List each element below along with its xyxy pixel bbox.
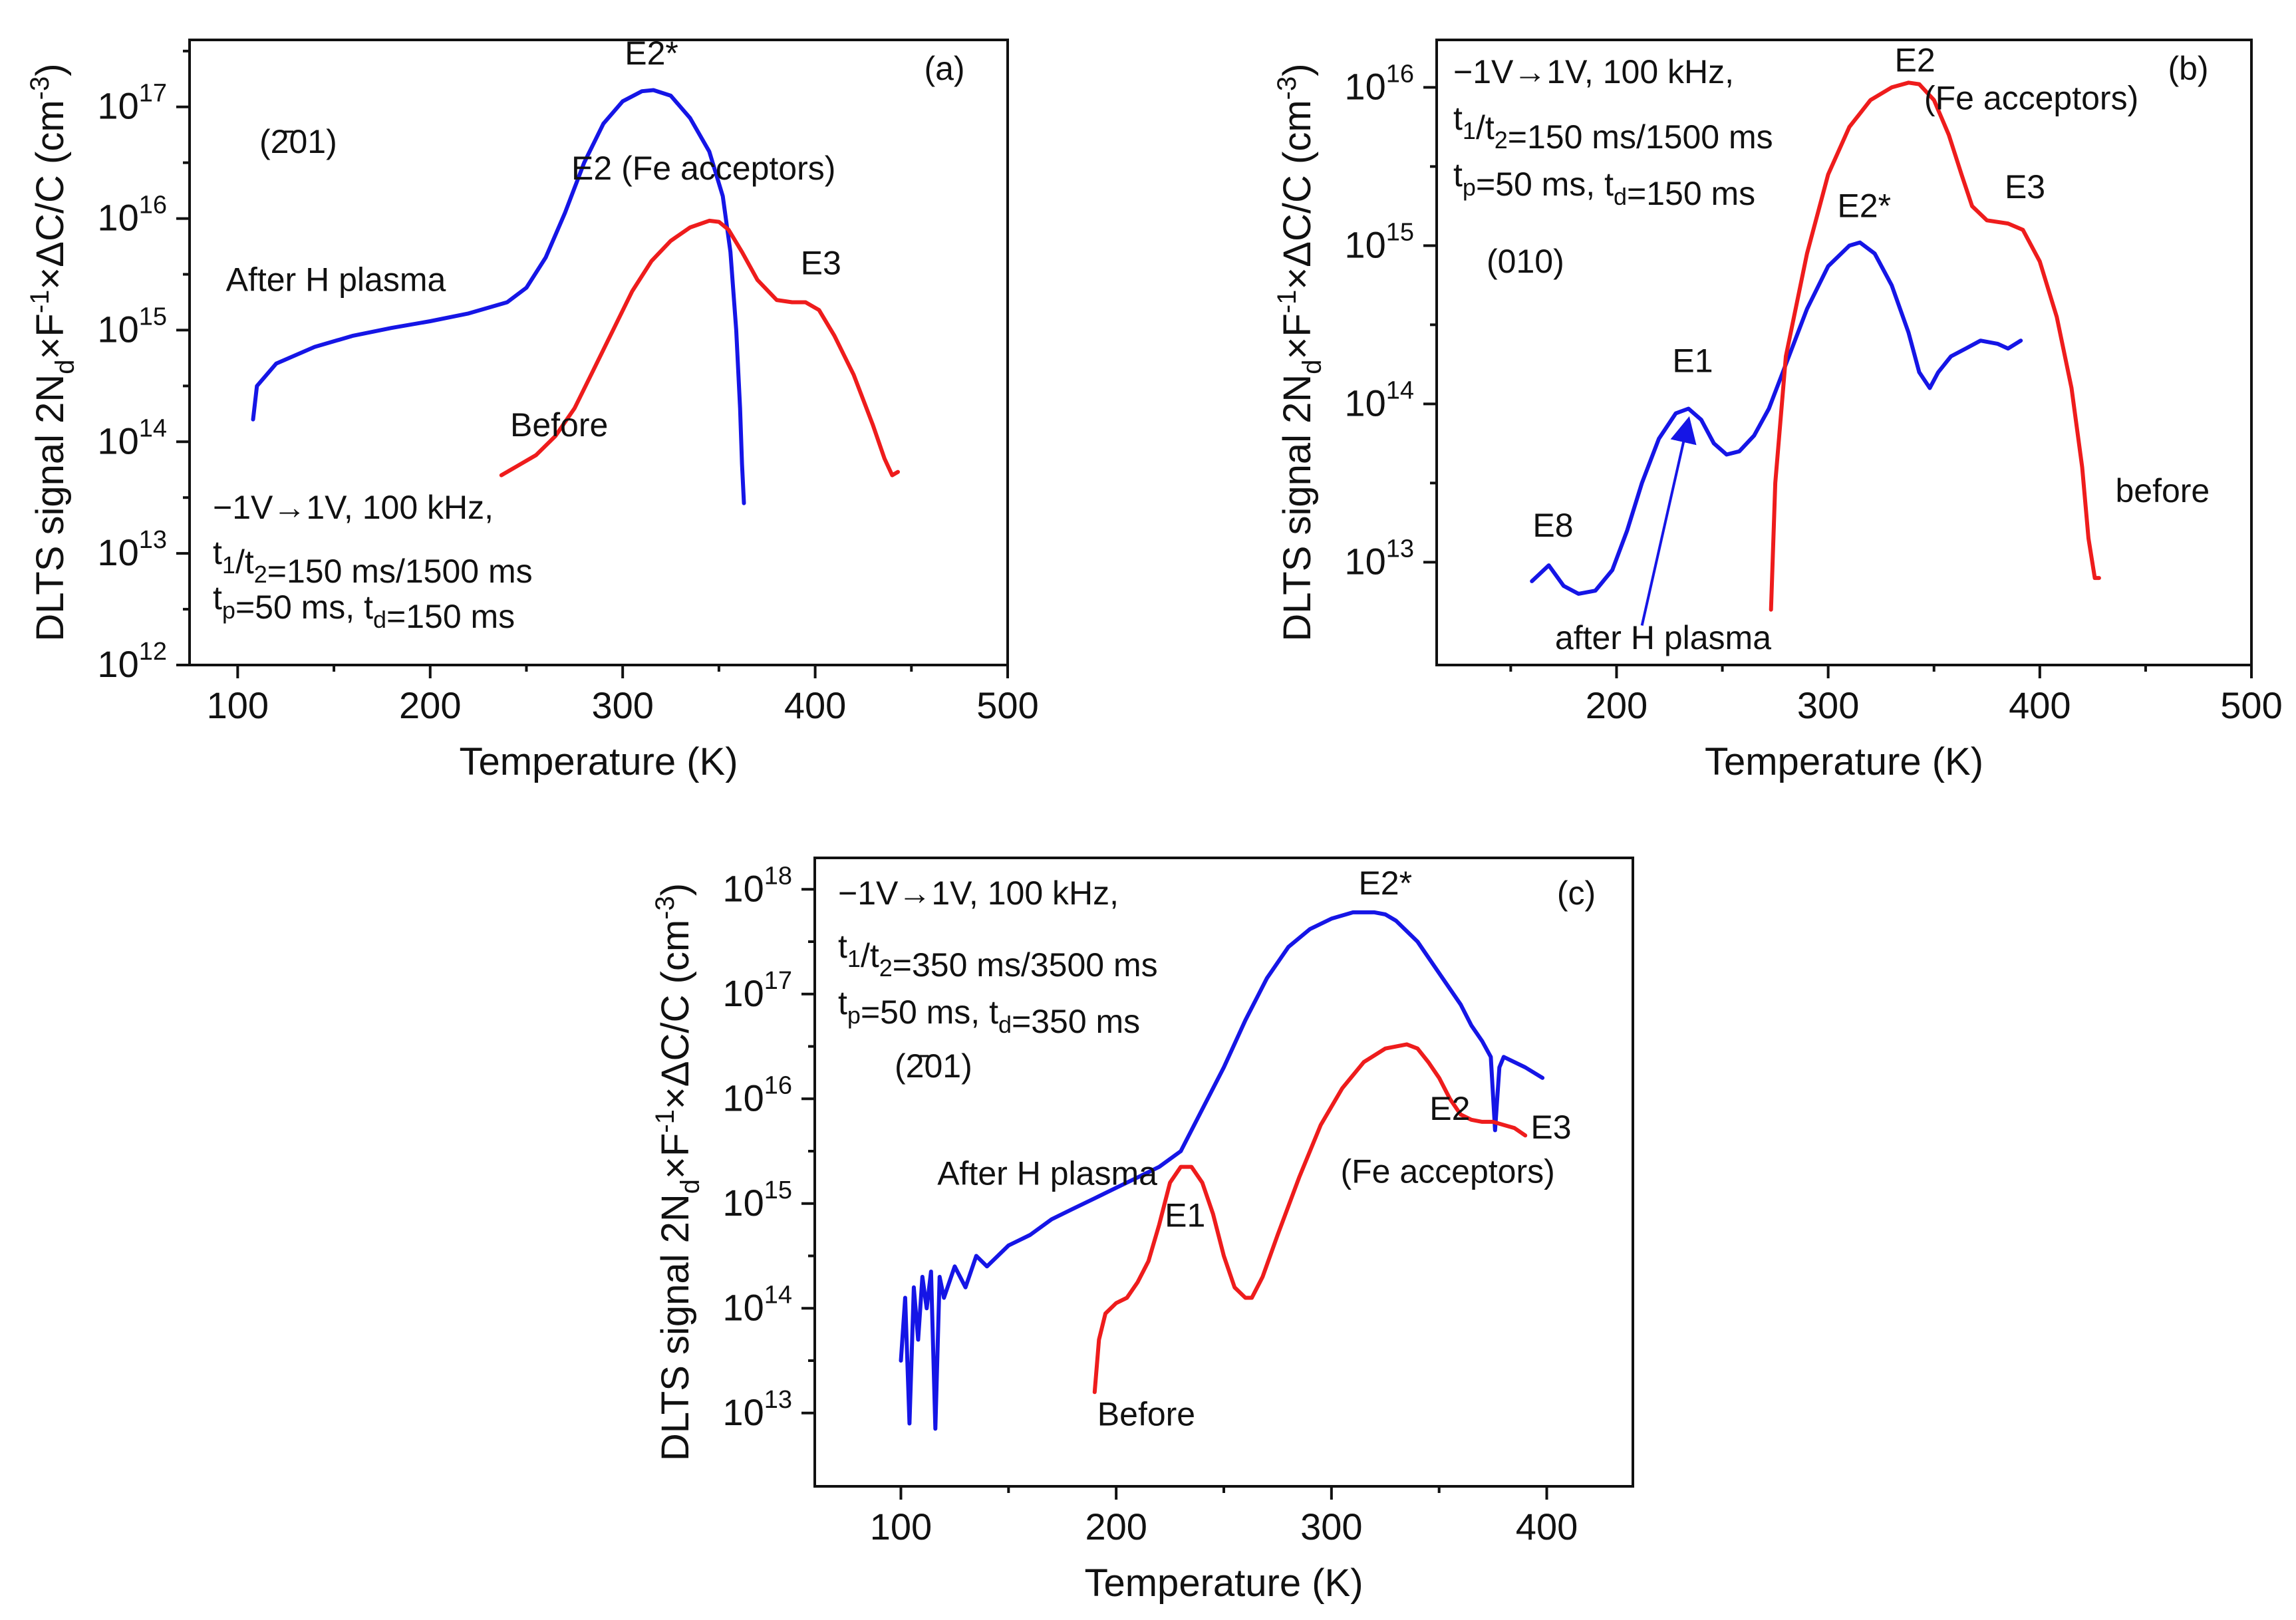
curve-annotation: After H plasma	[226, 261, 446, 299]
y-tick-label: 1016	[722, 1071, 792, 1119]
measurement-condition: tp=50 ms, td=350 ms	[838, 984, 1140, 1040]
curve-annotation: Before	[510, 406, 608, 444]
measurement-condition: t1/t2=350 ms/3500 ms	[838, 928, 1158, 984]
y-tick-label: 1013	[97, 526, 167, 573]
x-tick-label: 100	[207, 684, 269, 726]
curve-annotation: E2*	[625, 35, 678, 72]
x-tick-label: 400	[1516, 1506, 1578, 1548]
x-axis-title: Temperature (K)	[1705, 740, 1983, 783]
x-tick-label: 200	[399, 684, 461, 726]
y-tick-label: 1014	[1344, 376, 1414, 424]
measurement-condition: −1V→1V, 100 kHz,	[838, 875, 1119, 912]
x-axis-title: Temperature (K)	[1084, 1561, 1363, 1605]
curve-annotation: E2*	[1837, 188, 1891, 225]
x-tick-label: 300	[1300, 1506, 1362, 1548]
panel-label: (c)	[1557, 875, 1596, 912]
y-tick-label: 1014	[722, 1281, 792, 1328]
curve-annotation: (Fe acceptors)	[1924, 80, 2138, 117]
curve-annotation: E2	[1429, 1090, 1470, 1127]
x-tick-label: 100	[870, 1506, 932, 1548]
curve-annotation: E2	[1895, 42, 1936, 79]
orientation-label: (010)	[1487, 243, 1564, 280]
series-line-before	[1769, 80, 2101, 612]
chart-panel-c: 100 200 300 400 1013 1014 1015 1016 1017 1018 Temp…	[650, 857, 1634, 1605]
orientation-label: (2̄01)	[895, 1047, 972, 1085]
y-tick-label: 1016	[97, 192, 167, 239]
series-line-after-h-plasma	[1530, 240, 2023, 596]
curve-annotation: Before	[1097, 1396, 1195, 1433]
series-line-before	[1092, 1042, 1528, 1395]
plot-frame	[1435, 39, 2253, 666]
x-tick-label: 300	[1797, 684, 1859, 726]
orientation-label: (2̄01)	[259, 123, 337, 160]
curve-annotation: E1	[1672, 342, 1713, 380]
plot-frame	[188, 39, 1009, 666]
curve-annotation: after H plasma	[1555, 619, 1771, 656]
y-tick-label: 1012	[97, 638, 167, 685]
curve-annotation: E2 (Fe acceptors)	[571, 150, 835, 187]
y-tick-label: 1016	[1344, 60, 1414, 107]
x-tick-label: 300	[591, 684, 653, 726]
y-tick-label: 1013	[1344, 535, 1414, 582]
panel-label: (a)	[924, 50, 964, 87]
series-line-after-h-plasma	[899, 910, 1545, 1431]
curve-annotation: E2*	[1358, 865, 1412, 902]
y-tick-label: 1013	[722, 1386, 792, 1433]
chart-panel-a: 100 200 300 400 500 1012 1013 1014 1015 1016 1017 T…	[25, 35, 1039, 783]
curve-annotation: before	[2115, 472, 2210, 509]
y-axis-title: DLTS signal 2Nd×F-1×ΔC/C (cm-3)	[25, 63, 80, 641]
measurement-condition: tp=50 ms, td=150 ms	[213, 579, 515, 635]
x-axis-title: Temperature (K)	[459, 740, 738, 783]
x-tick-label: 200	[1085, 1506, 1147, 1548]
chart-panel-b: 200 300 400 500 1013 1014 1015 1016 Temperature …	[1272, 39, 2283, 783]
x-tick-label: 400	[784, 684, 846, 726]
y-tick-label: 1017	[722, 967, 792, 1014]
y-tick-label: 1015	[722, 1176, 792, 1224]
y-tick-label: 1015	[1344, 218, 1414, 265]
curve-annotation: E8	[1532, 507, 1573, 544]
series-line-before	[499, 218, 900, 477]
y-tick-label: 1018	[722, 862, 792, 909]
measurement-condition: −1V→1V, 100 kHz,	[213, 489, 494, 526]
measurement-condition: t1/t2=150 ms/1500 ms	[213, 534, 533, 590]
x-tick-label: 400	[2009, 684, 2071, 726]
measurement-condition: −1V→1V, 100 kHz,	[1453, 53, 1734, 90]
y-axis-title: DLTS signal 2Nd×F-1×ΔC/C (cm-3)	[650, 883, 705, 1461]
e1-pointer-arrow	[1640, 416, 1697, 626]
curve-annotation: E3	[801, 245, 841, 282]
curve-annotation: After H plasma	[937, 1154, 1157, 1192]
y-axis-title: DLTS signal 2Nd×F-1×ΔC/C (cm-3)	[1272, 63, 1327, 641]
x-tick-label: 500	[2220, 684, 2282, 726]
curve-annotation: (Fe acceptors)	[1340, 1152, 1554, 1190]
x-tick-label: 200	[1586, 684, 1648, 726]
y-tick-label: 1015	[97, 303, 167, 350]
curve-annotation: E3	[2005, 168, 2045, 205]
y-tick-label: 1014	[97, 414, 167, 462]
measurement-condition: tp=50 ms, td=150 ms	[1453, 156, 1755, 212]
curve-annotation: E1	[1165, 1196, 1205, 1234]
curve-annotation: E3	[1530, 1109, 1571, 1146]
panel-label: (b)	[2168, 50, 2208, 87]
measurement-condition: t1/t2=150 ms/1500 ms	[1453, 100, 1773, 156]
y-tick-label: 1017	[97, 80, 167, 127]
series-line-after-h-plasma	[251, 88, 746, 505]
x-tick-label: 500	[976, 684, 1038, 726]
